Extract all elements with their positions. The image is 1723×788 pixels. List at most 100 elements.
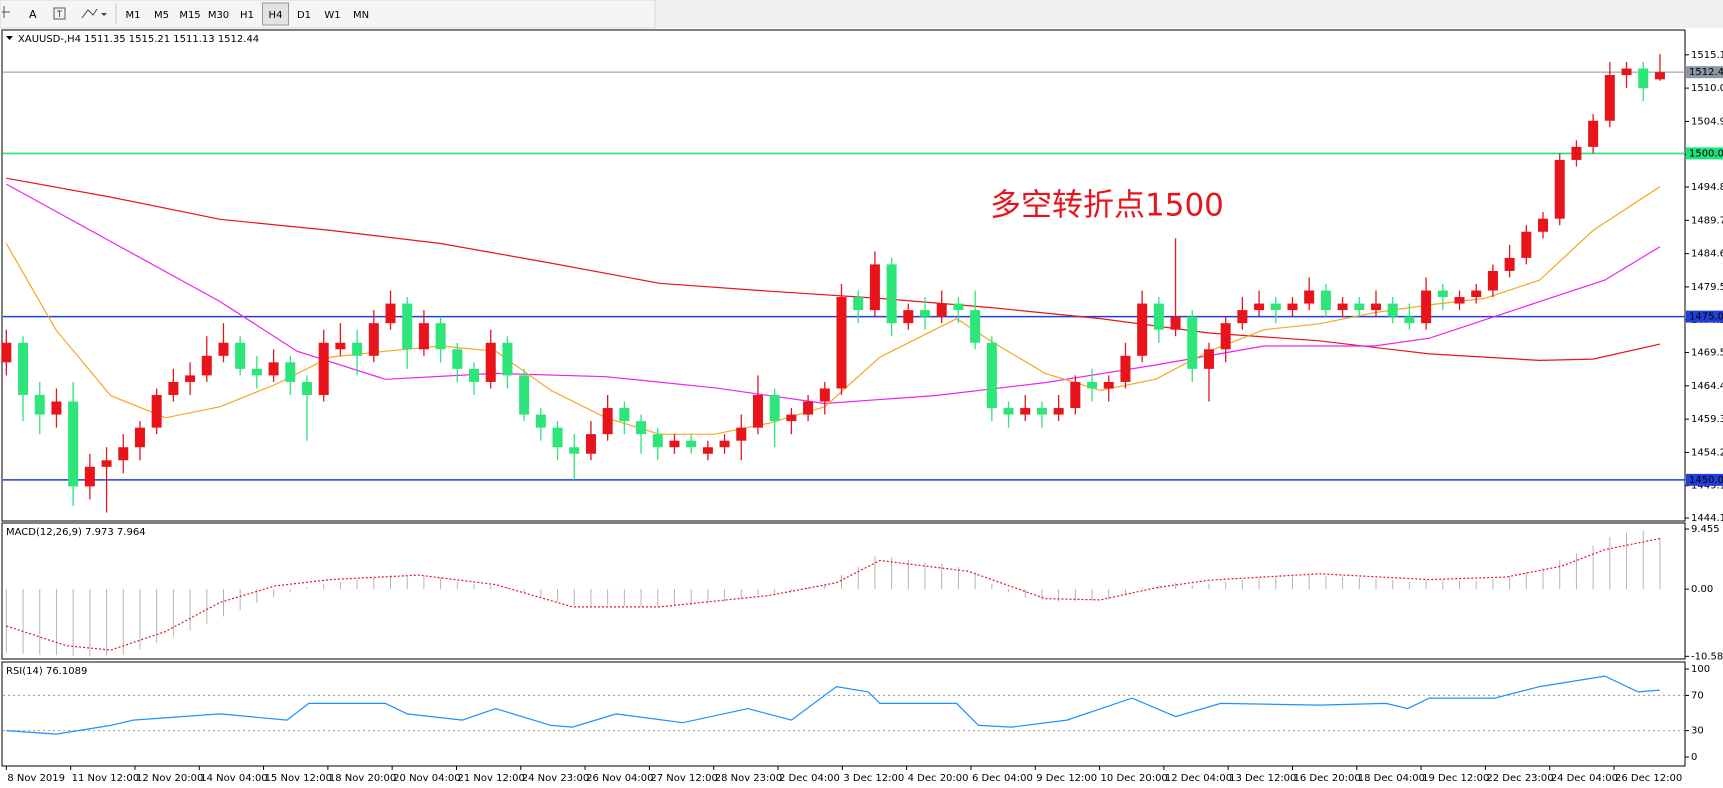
y-tick-label: 70 [1691,690,1704,701]
candle-body [1320,290,1331,311]
chart-title: XAUUSD-,H4 1511.35 1515.21 1511.13 1512.… [18,34,259,45]
candle-body [435,323,446,350]
candle-body [1387,303,1398,317]
candle-body [769,394,780,422]
candle-body [1137,303,1148,356]
candle-body [1354,303,1365,311]
candle-body [986,342,997,409]
y-tick-label: 1449.10 [1691,481,1723,492]
x-tick-label: 3 Dec 12:00 [843,773,904,784]
x-tick-label: 6 Dec 04:00 [972,773,1033,784]
y-tick-label: 1515.10 [1691,50,1723,61]
timeframe-button[interactable]: H4 [269,10,283,21]
candle-body [519,375,530,415]
candle-body [1554,159,1565,219]
candle-body [919,310,931,317]
candle-body [1203,349,1214,369]
rsi-title: RSI(14) 76.1089 [6,666,87,677]
timeframe-button[interactable]: H1 [240,10,254,21]
candle-body [201,355,212,376]
price-level-box [1686,473,1723,486]
objects-button[interactable] [81,8,107,19]
indicator-line [6,675,1660,735]
candle-body [1070,381,1081,409]
x-tick-label: 20 Nov 04:00 [393,773,460,784]
candle-body [1304,290,1315,304]
candle-body [368,323,379,356]
y-tick-label: 100 [1691,664,1710,675]
candle-body [1588,120,1599,147]
crosshair-button[interactable] [2,6,10,18]
candle-body [1521,231,1532,258]
candle-body [1487,270,1498,291]
candle-body [118,447,129,461]
candle-body [1287,303,1298,311]
candle-body [18,342,29,395]
candle-body [1187,316,1198,369]
timeframe-button[interactable]: M5 [154,10,169,21]
candle-body [1337,303,1348,311]
x-tick-label: 28 Nov 23:00 [715,773,782,784]
x-tick-label: 9 Dec 12:00 [1036,773,1097,784]
candle-body [602,408,613,435]
x-tick-label: 12 Nov 20:00 [136,773,203,784]
indicator-line [6,177,1661,362]
y-tick-label: 1479.55 [1691,282,1723,293]
candle-body [535,414,546,428]
candle-body [803,401,814,415]
candle-body [1237,310,1248,324]
y-tick-label: 1459.30 [1691,414,1723,425]
candle-body [218,342,229,356]
candle-body [1220,323,1231,350]
symbol-menu-arrow[interactable] [6,36,13,40]
price-level-box [1686,66,1723,79]
candle-body [1370,303,1382,311]
x-tick-label: 11 Nov 12:00 [72,773,139,784]
x-tick-label: 18 Dec 04:00 [1358,773,1425,784]
x-tick-label: 10 Dec 20:00 [1101,773,1168,784]
timeframe-button[interactable]: M30 [208,10,229,21]
x-tick-label: 15 Nov 12:00 [265,773,332,784]
active-timeframe-box [262,2,289,26]
timeframe-button[interactable]: W1 [324,10,340,21]
x-tick-label: 19 Dec 12:00 [1422,773,1489,784]
candle-body [719,440,730,448]
y-tick-label: 30 [1691,726,1704,737]
candle-body [1103,381,1114,389]
timeframe-button[interactable]: MN [353,10,369,21]
candle-body [418,323,429,350]
candle-body [1621,68,1632,76]
indicator-line [5,186,1661,435]
candle-body [285,362,296,382]
candle-body [652,434,663,448]
timeframe-button[interactable]: M1 [126,10,141,21]
candle-body [268,362,279,376]
text-button[interactable] [53,7,66,20]
candle-body [51,401,62,415]
font-button[interactable]: A [22,4,44,24]
toolbar-panel [0,0,656,29]
indicator-line [6,537,1661,651]
candle-body [953,303,964,311]
candle-body [1020,408,1031,415]
candle-body [251,368,262,376]
price-level-label: 1512.44 [1689,67,1723,78]
y-tick-label: 1444.15 [1691,513,1723,524]
timeframe-button[interactable]: M15 [179,10,200,21]
price-level-label: 1475.00 [1689,312,1723,323]
y-tick-label: 1494.85 [1691,182,1723,193]
x-tick-label: 4 Dec 20:00 [908,773,969,784]
y-tick-label: 1504.90 [1691,116,1723,127]
main-panel [1,29,1686,522]
candle-body [1036,408,1047,415]
x-tick-label: 16 Dec 20:00 [1293,773,1360,784]
y-tick-label: 1489.75 [1691,215,1723,226]
x-tick-label: 12 Dec 04:00 [1165,773,1232,784]
candle-body [702,447,713,454]
candle-body [1454,297,1465,304]
timeframe-button[interactable]: D1 [297,10,311,21]
candle-body [1638,68,1649,89]
candle-body [585,434,596,454]
candle-body [569,447,580,454]
